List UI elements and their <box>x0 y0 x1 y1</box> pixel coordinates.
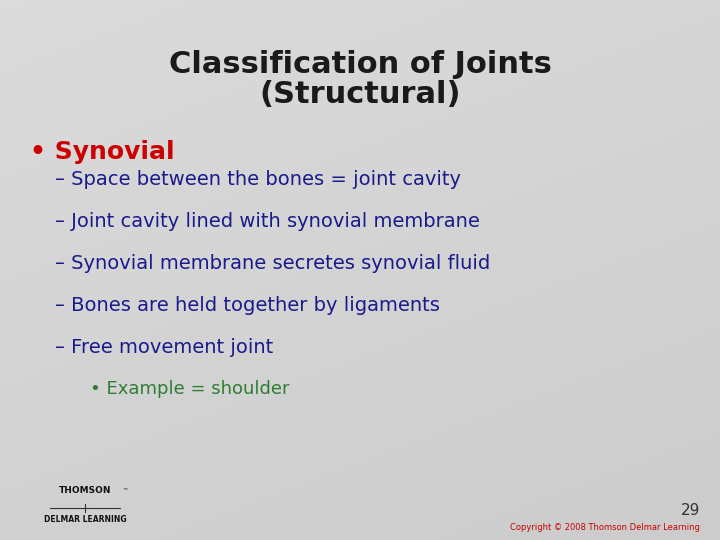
Text: 29: 29 <box>680 503 700 518</box>
Text: Copyright © 2008 Thomson Delmar Learning: Copyright © 2008 Thomson Delmar Learning <box>510 523 700 532</box>
Text: THOMSON: THOMSON <box>59 486 112 495</box>
Text: DELMAR LEARNING: DELMAR LEARNING <box>44 515 126 524</box>
Text: • Synovial: • Synovial <box>30 140 175 164</box>
Text: (Structural): (Structural) <box>259 80 461 109</box>
Text: Classification of Joints: Classification of Joints <box>168 50 552 79</box>
Text: – Free movement joint: – Free movement joint <box>55 338 274 357</box>
Text: – Joint cavity lined with synovial membrane: – Joint cavity lined with synovial membr… <box>55 212 480 231</box>
Text: – Space between the bones = joint cavity: – Space between the bones = joint cavity <box>55 170 461 189</box>
Text: – Bones are held together by ligaments: – Bones are held together by ligaments <box>55 296 440 315</box>
Text: – Synovial membrane secretes synovial fluid: – Synovial membrane secretes synovial fl… <box>55 254 490 273</box>
Text: ™: ™ <box>122 489 127 494</box>
Text: • Example = shoulder: • Example = shoulder <box>90 380 289 398</box>
